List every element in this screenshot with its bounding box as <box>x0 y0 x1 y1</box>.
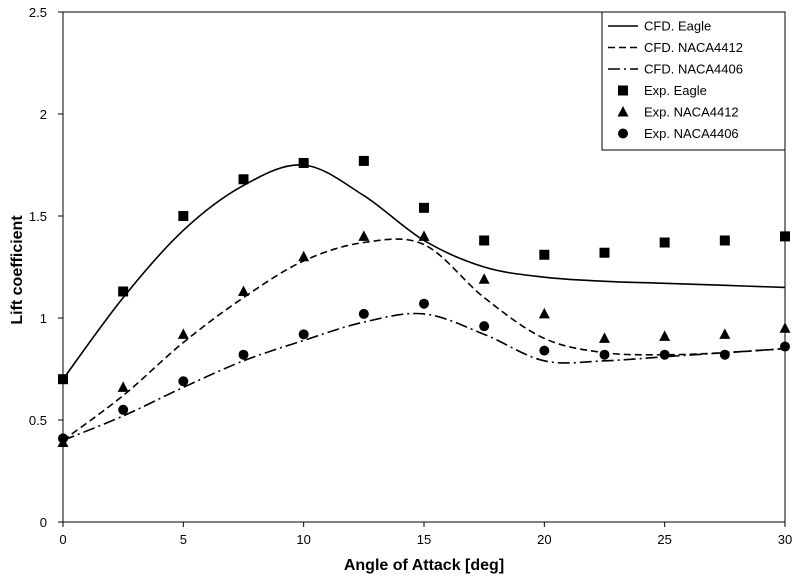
series <box>57 155 791 447</box>
data-point-exp-naca4412 <box>599 332 610 343</box>
series-exp-naca4406 <box>58 298 790 444</box>
legend-label-cfd-eagle: CFD. Eagle <box>644 19 711 34</box>
data-point-exp-naca4406 <box>719 349 730 360</box>
legend-label-exp-naca4406: Exp. NACA4406 <box>644 126 739 141</box>
data-point-exp-eagle <box>659 237 670 248</box>
series-line-cfd-eagle <box>62 164 786 380</box>
data-point-exp-naca4412 <box>779 322 791 333</box>
x-tick-label: 5 <box>180 532 187 547</box>
data-point-exp-naca4406 <box>539 345 550 356</box>
ticks: 0 5 10 15 20 25 30 0 0.5 1 1.5 2 2.5 <box>29 5 792 547</box>
data-point-exp-naca4406 <box>178 376 189 387</box>
x-tick-label: 10 <box>296 532 310 547</box>
x-tick-label: 0 <box>59 532 66 547</box>
data-point-exp-naca4412 <box>719 328 731 339</box>
legend-label-exp-eagle: Exp. Eagle <box>644 83 707 98</box>
data-point-exp-naca4406 <box>659 349 670 360</box>
data-point-exp-naca4406 <box>58 433 68 444</box>
legend-swatch-exp-eagle <box>618 85 628 96</box>
data-point-exp-naca4406 <box>298 329 309 340</box>
data-point-exp-eagle <box>238 174 249 185</box>
series-line-cfd-naca4406 <box>62 312 786 442</box>
data-point-exp-eagle <box>780 231 790 242</box>
series-cfd-naca4406 <box>62 312 786 442</box>
series-exp-naca4412 <box>57 230 791 447</box>
y-axis-title: Lift coefficient <box>9 215 26 325</box>
y-tick-label: 0.5 <box>29 413 47 428</box>
x-tick-label: 25 <box>657 532 671 547</box>
legend-swatch-exp-naca4412 <box>617 106 629 117</box>
data-point-exp-naca4412 <box>478 273 490 284</box>
data-point-exp-naca4406 <box>238 349 249 360</box>
data-point-exp-naca4406 <box>419 298 429 309</box>
data-point-exp-naca4406 <box>479 321 490 332</box>
data-point-exp-naca4406 <box>358 308 369 319</box>
data-point-exp-naca4412 <box>117 381 129 392</box>
data-point-exp-eagle <box>719 235 730 246</box>
data-point-exp-naca4406 <box>599 349 610 360</box>
x-axis-title: Angle of Attack [deg] <box>344 557 504 574</box>
x-tick-label: 20 <box>537 532 551 547</box>
x-tick-label: 15 <box>417 532 431 547</box>
data-point-exp-naca4406 <box>118 404 129 415</box>
series-cfd-naca4412 <box>62 238 786 442</box>
data-point-exp-naca4412 <box>298 250 310 262</box>
legend-label-exp-naca4412: Exp. NACA4412 <box>644 105 739 120</box>
legend-swatch-exp-naca4406 <box>618 128 628 139</box>
series-exp-eagle <box>58 155 790 385</box>
y-tick-label: 2.5 <box>29 5 47 20</box>
data-point-exp-naca4412 <box>538 307 550 319</box>
data-point-exp-eagle <box>539 249 550 260</box>
data-point-exp-naca4412 <box>418 230 430 241</box>
data-point-exp-eagle <box>479 235 490 246</box>
y-tick-label: 1.5 <box>29 209 47 224</box>
legend: CFD. Eagle CFD. NACA4412 CFD. NACA4406 Exp.… <box>601 11 786 151</box>
data-point-exp-eagle <box>178 211 189 221</box>
data-point-exp-eagle <box>599 247 610 258</box>
legend-label-cfd-naca4406: CFD. NACA4406 <box>644 62 743 77</box>
x-tick-label: 30 <box>778 532 792 547</box>
data-point-exp-naca4412 <box>177 328 189 339</box>
data-point-exp-eagle <box>358 155 369 166</box>
legend-box <box>601 11 786 151</box>
data-point-exp-naca4412 <box>659 330 671 341</box>
data-point-exp-eagle <box>58 374 68 385</box>
data-point-exp-naca4412 <box>238 285 249 296</box>
series-line-cfd-naca4412 <box>62 238 786 442</box>
data-point-exp-eagle <box>118 286 129 297</box>
y-tick-label: 2 <box>40 107 47 122</box>
data-point-exp-eagle <box>298 157 309 168</box>
y-tick-label: 1 <box>40 311 47 326</box>
y-tick-label: 0 <box>40 515 47 530</box>
series-cfd-eagle <box>62 164 786 380</box>
legend-label-cfd-naca4412: CFD. NACA4412 <box>644 40 743 55</box>
data-point-exp-naca4406 <box>780 341 790 352</box>
data-point-exp-naca4412 <box>358 230 370 241</box>
data-point-exp-eagle <box>419 202 429 213</box>
